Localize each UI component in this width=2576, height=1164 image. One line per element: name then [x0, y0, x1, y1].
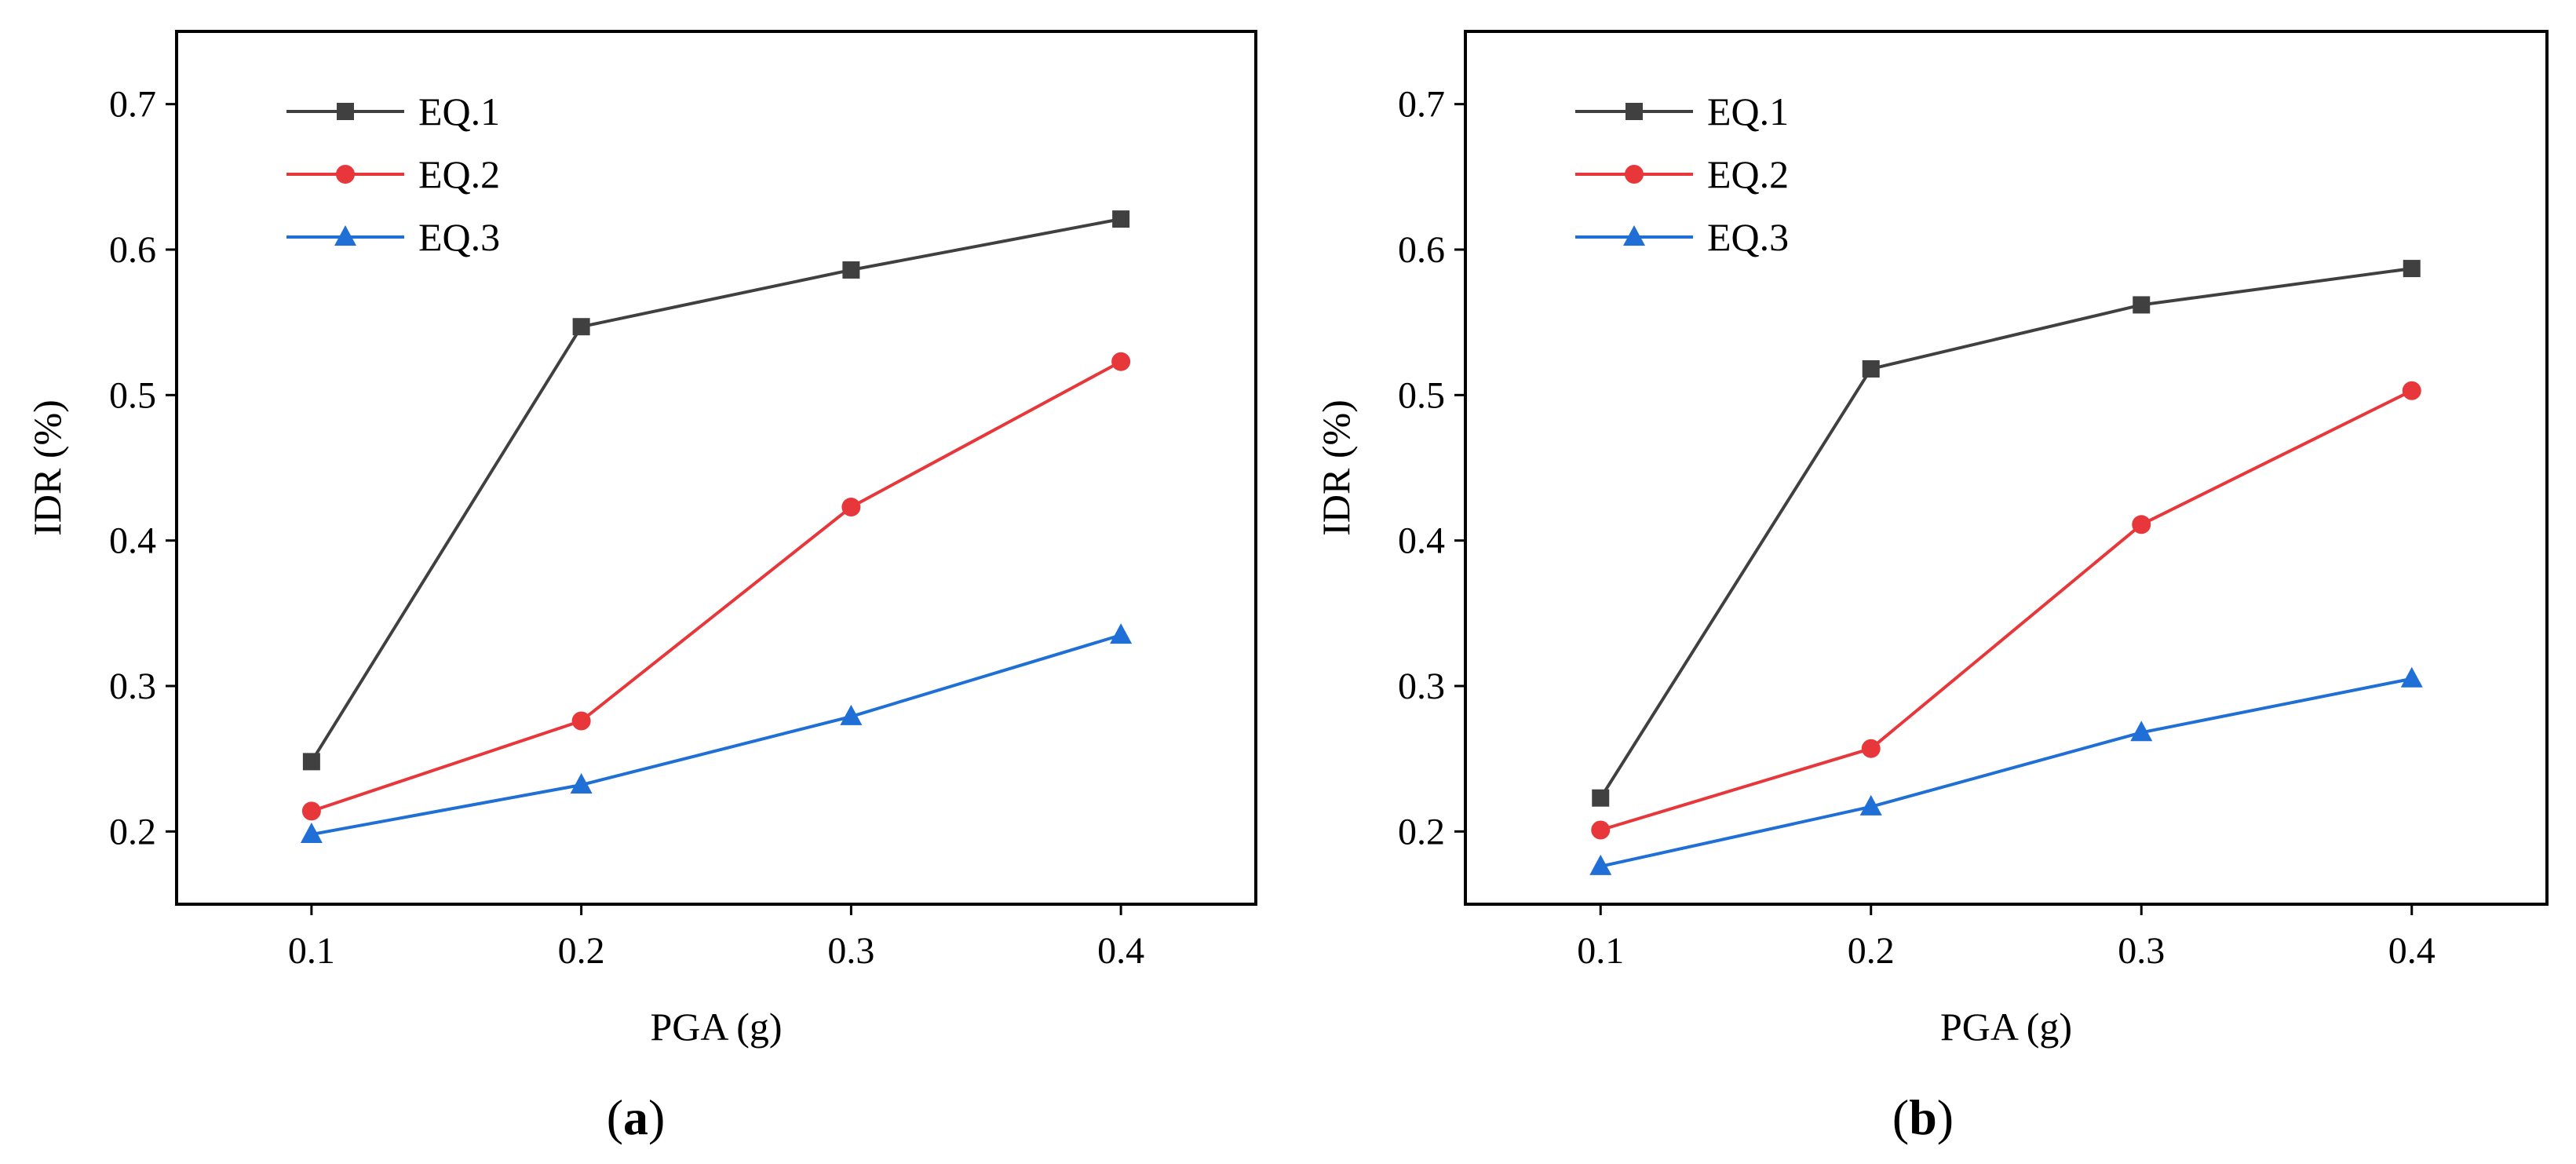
legend-label: EQ.2	[1707, 152, 1789, 196]
panel-letter: a	[623, 1089, 648, 1145]
plot-frame	[1464, 30, 2549, 906]
y-tick-label: 0.2	[1398, 811, 1445, 852]
data-point	[1112, 210, 1130, 228]
data-point	[1859, 794, 1882, 816]
y-tick-label: 0.5	[109, 374, 156, 416]
legend-marker	[1623, 225, 1645, 246]
data-point	[841, 498, 861, 517]
series-eq1	[1592, 260, 2421, 807]
x-axis-title: PGA (g)	[1940, 1005, 2072, 1049]
data-point	[300, 823, 323, 844]
data-point	[1592, 789, 1610, 807]
y-tick-label: 0.4	[1398, 520, 1445, 562]
data-point	[2133, 296, 2151, 314]
y-tick-label: 0.2	[109, 811, 156, 852]
y-tick-label: 0.4	[109, 520, 156, 562]
legend-item: EQ.3	[1575, 215, 1789, 259]
legend-label: EQ.1	[1707, 89, 1789, 133]
panel-label-close: )	[648, 1089, 665, 1145]
legend-item: EQ.2	[286, 152, 500, 196]
legend-label: EQ.1	[418, 89, 500, 133]
x-tick-label: 0.1	[288, 930, 335, 972]
data-point	[2403, 260, 2421, 278]
legend: EQ.1 EQ.2 EQ.3	[286, 89, 500, 259]
series-eq1	[302, 210, 1130, 771]
panel-label: (a)	[607, 1089, 666, 1145]
x-tick-label: 0.4	[2388, 930, 2436, 972]
legend-item: EQ.1	[286, 89, 500, 133]
x-tick-label: 0.4	[1097, 930, 1144, 972]
data-point	[1110, 623, 1133, 644]
y-tick-label: 0.7	[109, 84, 156, 126]
x-tick-label: 0.1	[1577, 930, 1624, 972]
panel-b: 0.2 0.3 0.4 0.5 0.6 0.7 0.1 0.2 0.3 0.4 PGA (g) IDR…	[1314, 30, 2549, 1145]
legend-marker	[337, 103, 354, 120]
data-point	[840, 704, 863, 725]
series-eq2	[301, 352, 1131, 821]
y-tick-label: 0.6	[1398, 229, 1445, 271]
x-tick-label: 0.3	[2118, 930, 2165, 972]
data-point	[571, 711, 591, 731]
y-tick-label: 0.6	[109, 229, 156, 271]
legend-marker	[1626, 103, 1643, 120]
legend-item: EQ.1	[1575, 89, 1789, 133]
data-point	[2402, 381, 2421, 400]
legend-label: EQ.3	[418, 215, 500, 259]
legend-marker	[1625, 165, 1644, 184]
data-point	[1591, 820, 1611, 840]
panel-label: (b)	[1892, 1089, 1954, 1145]
plot-frame	[175, 30, 1257, 906]
series-line	[310, 217, 1122, 763]
data-point	[1589, 854, 1612, 875]
legend-label: EQ.2	[418, 152, 500, 196]
data-point	[301, 801, 321, 821]
data-point	[2132, 515, 2151, 535]
series-eq3	[300, 623, 1133, 844]
y-tick-label: 0.3	[109, 666, 156, 707]
legend: EQ.1 EQ.2 EQ.3	[1575, 89, 1789, 259]
panel-label-open: (	[1892, 1089, 1909, 1145]
series-line	[1600, 677, 2413, 868]
series-line	[1599, 267, 2413, 799]
legend-item: EQ.3	[286, 215, 500, 259]
legend-label: EQ.3	[1707, 215, 1789, 259]
panel-label-open: (	[607, 1089, 623, 1145]
legend-marker	[336, 165, 355, 184]
data-point	[572, 318, 590, 336]
panel-label-close: )	[1937, 1089, 1954, 1145]
data-point	[1111, 352, 1131, 371]
series-line	[311, 359, 1122, 813]
data-point	[2400, 666, 2423, 688]
series-eq2	[1591, 381, 2421, 840]
data-point	[1861, 739, 1881, 758]
y-tick-label: 0.7	[1398, 84, 1445, 126]
series-eq3	[1589, 666, 2423, 875]
data-point	[302, 753, 320, 771]
data-point	[570, 773, 593, 794]
y-tick-label: 0.3	[1398, 666, 1445, 707]
y-axis-title: IDR (%)	[25, 400, 69, 536]
panel-letter: b	[1909, 1089, 1937, 1145]
x-tick-label: 0.2	[1848, 930, 1895, 972]
data-point	[842, 261, 860, 279]
legend-marker	[334, 225, 356, 246]
x-tick-label: 0.2	[558, 930, 605, 972]
x-axis-title: PGA (g)	[650, 1005, 782, 1049]
series-line	[1600, 389, 2413, 832]
y-axis-title: IDR (%)	[1314, 400, 1358, 536]
x-tick-label: 0.3	[827, 930, 874, 972]
legend-item: EQ.2	[1575, 152, 1789, 196]
data-point	[2130, 721, 2153, 742]
data-point	[1862, 359, 1880, 378]
y-tick-label: 0.5	[1398, 374, 1445, 416]
panel-a: 0.2 0.3 0.4 0.5 0.6 0.7 0.1 0.2 0.3 0.4 PGA (g) IDR…	[25, 30, 1257, 1145]
series-line	[311, 633, 1122, 837]
